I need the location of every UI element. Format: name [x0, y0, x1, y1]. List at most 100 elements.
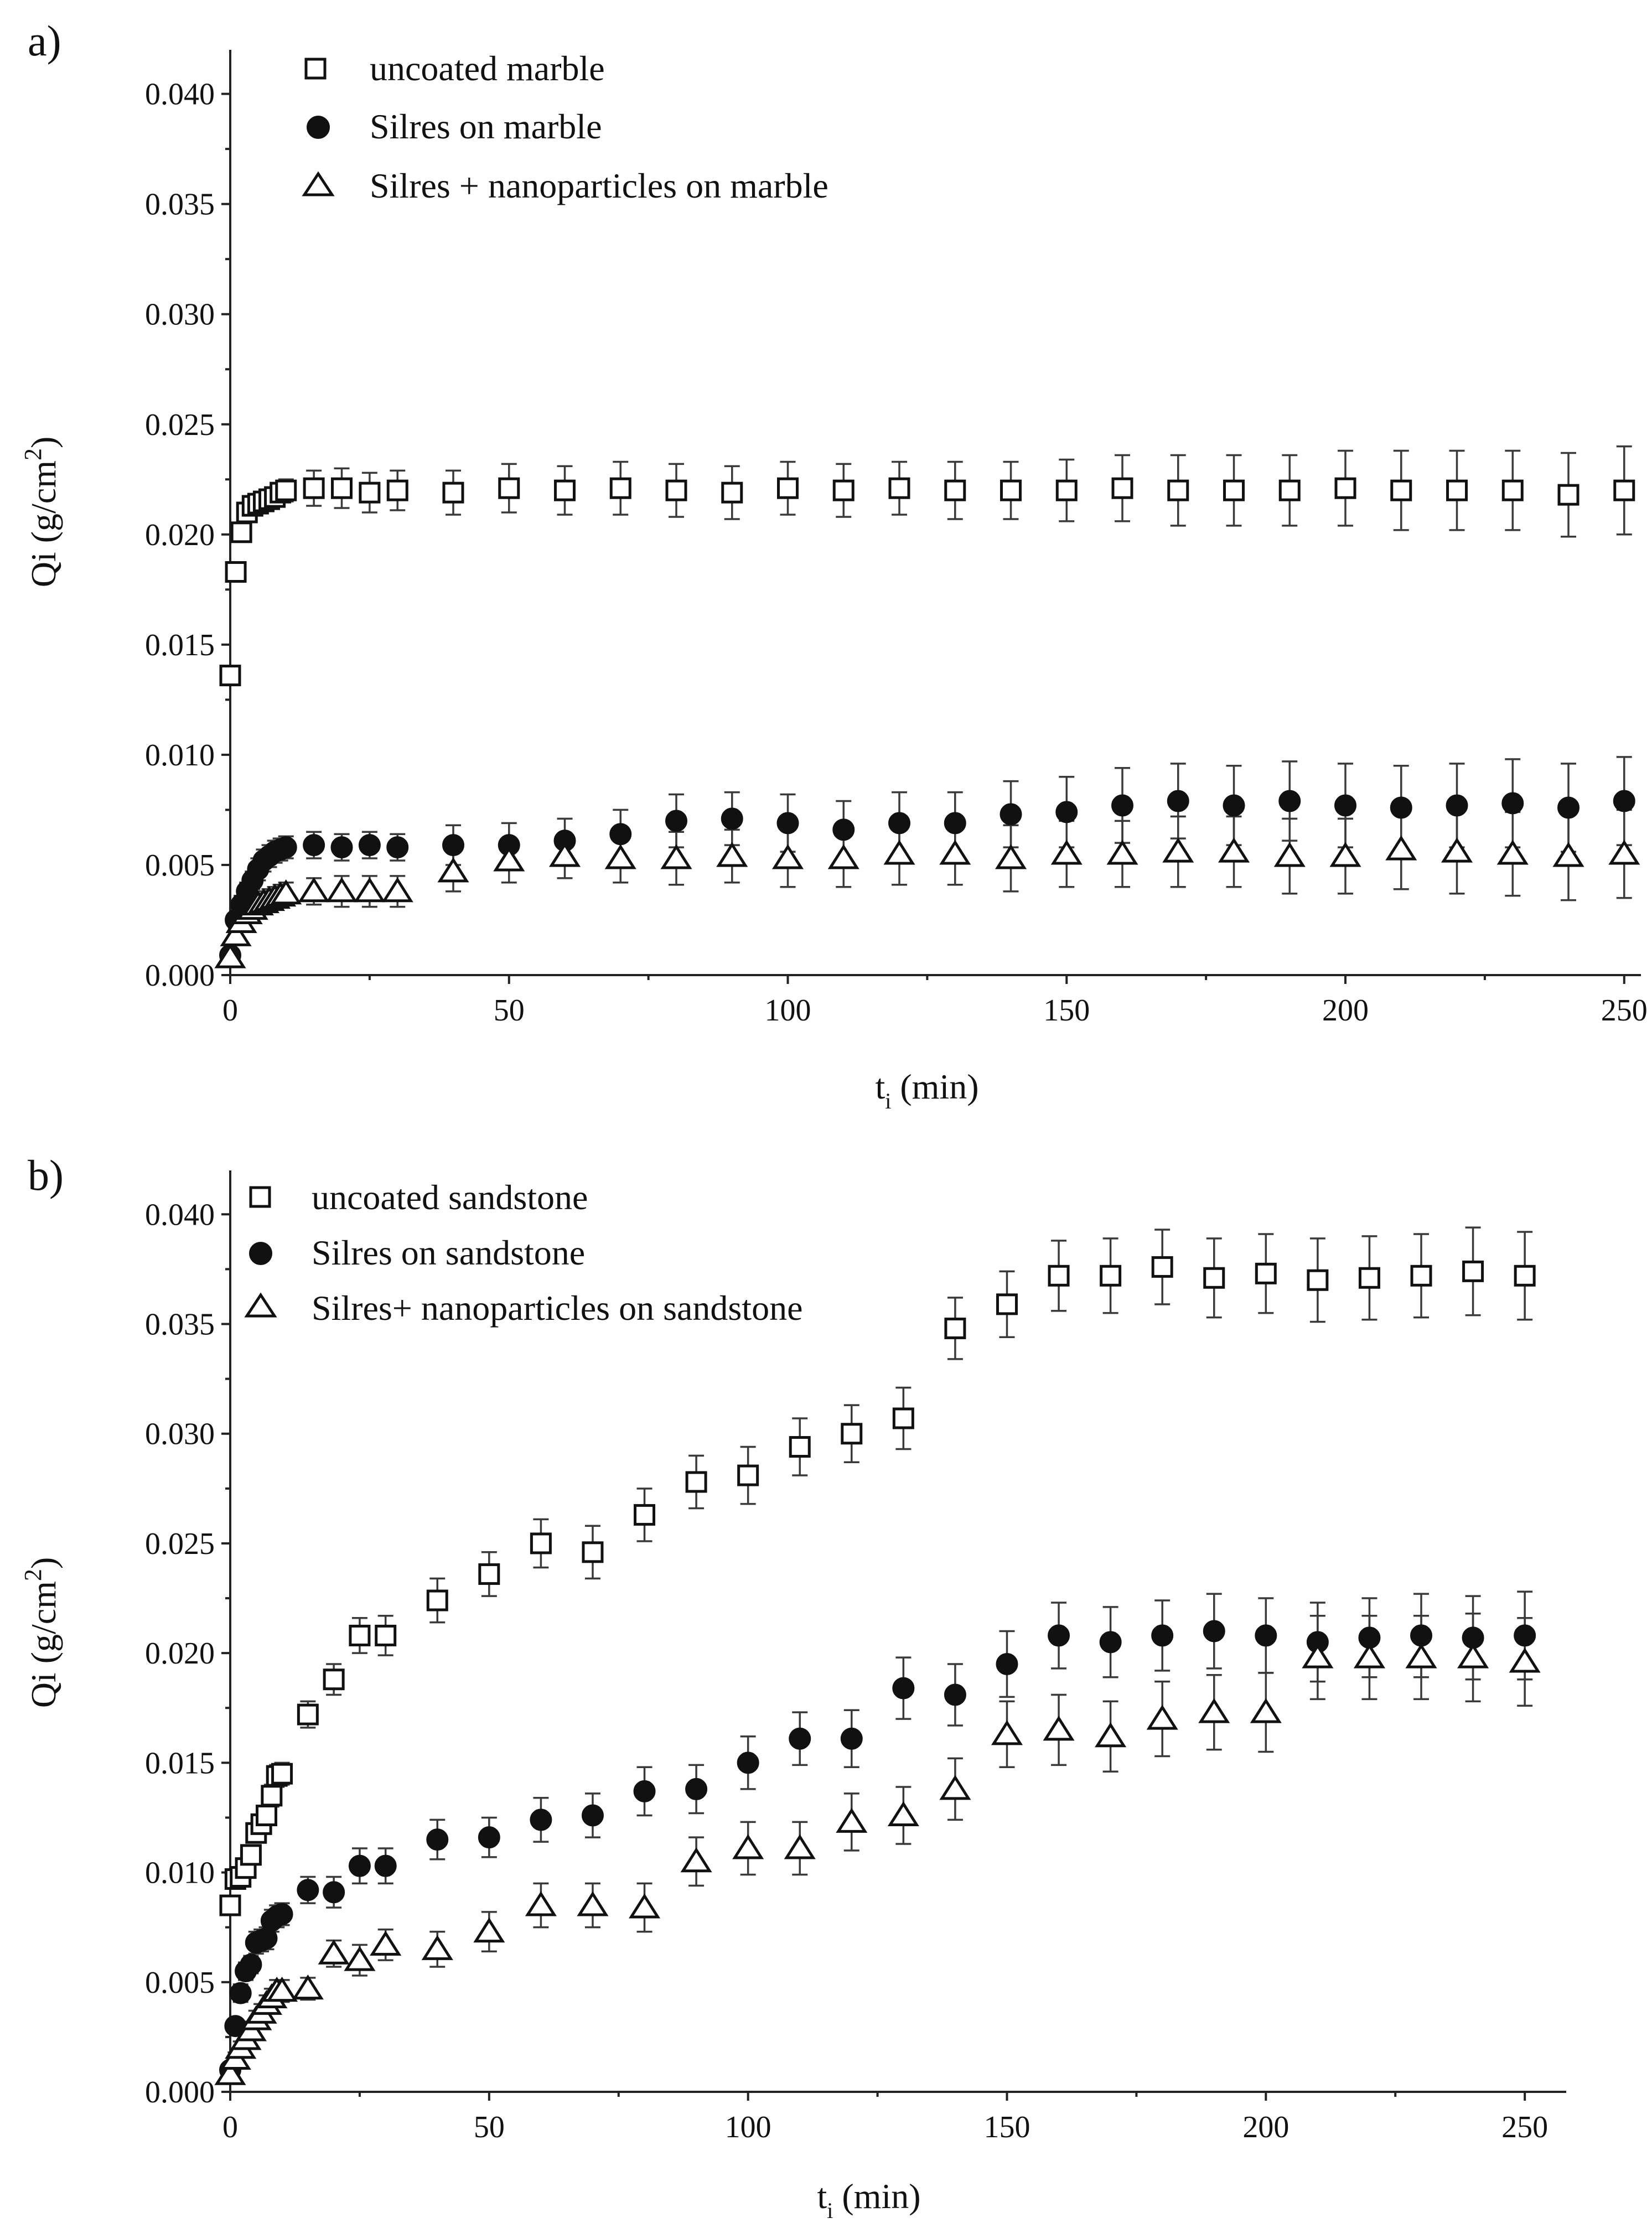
data-point-triangle — [525, 1891, 557, 1916]
data-point-triangle — [220, 921, 252, 946]
data-point-square — [255, 1805, 277, 1826]
panel-b-x-axis-label: ti (min) — [817, 2177, 920, 2223]
data-point-circle — [478, 1826, 500, 1849]
legend-item-silres-nano-marble: Silres + nanoparticles on marble — [302, 166, 828, 205]
panel-b-legend: uncoated sandstone Silres on sandstone S… — [244, 1178, 802, 1328]
data-point-square — [230, 521, 252, 543]
data-point-circle — [374, 1854, 397, 1877]
panel-b-y-label-end: ) — [24, 1557, 63, 1569]
legend-triangle-marker — [244, 1292, 277, 1318]
data-point-square — [554, 479, 576, 501]
data-point-circle — [832, 818, 855, 841]
data-point-square — [841, 1423, 863, 1445]
data-point-square — [944, 1317, 966, 1339]
data-point-circle — [944, 1683, 966, 1706]
x-tick-label: 250 — [1501, 2110, 1548, 2144]
data-point-circle — [358, 834, 381, 857]
data-point-square — [261, 1785, 283, 1807]
data-point-circle — [1278, 790, 1301, 812]
data-point-triangle — [1509, 1647, 1541, 1673]
data-point-triangle — [318, 1939, 350, 1965]
data-point-triangle — [1441, 837, 1473, 863]
data-point-circle — [1203, 1620, 1225, 1642]
x-tick-label: 250 — [1601, 993, 1648, 1028]
y-tick-label: 0.025 — [145, 408, 215, 442]
legend-label-silres-marble: Silres on marble — [370, 107, 602, 146]
panel-b-x-label-unit: (min) — [842, 2177, 920, 2216]
data-point-square — [1307, 1269, 1329, 1291]
panel-b-y-label-main: Qi (g/cm — [24, 1581, 63, 1708]
data-point-circle — [1390, 796, 1412, 819]
data-point-square — [530, 1532, 552, 1554]
data-point-circle — [1501, 792, 1524, 815]
y-tick-label: 0.025 — [145, 1527, 215, 1561]
panel-b-y-axis-label: Qi (g/cm2) — [19, 1557, 63, 1708]
data-point-square — [297, 1703, 319, 1725]
data-point-square — [1167, 479, 1189, 501]
data-point-square — [892, 1407, 914, 1429]
data-point-square — [789, 1436, 811, 1458]
data-point-square — [1557, 484, 1580, 506]
panel-a-x-label-main: t — [875, 1067, 885, 1106]
data-point-square — [1203, 1267, 1225, 1289]
data-point-circle — [1111, 794, 1134, 817]
data-point-circle — [426, 1828, 449, 1851]
y-tick-label: 0.035 — [145, 1308, 215, 1342]
data-point-triangle — [270, 879, 302, 905]
y-tick-label: 0.015 — [145, 1746, 215, 1780]
y-tick-label: 0.020 — [145, 518, 215, 552]
panel-a-marble: a) 0.0000.0050.0100.0150.0200.0250.0300.… — [19, 17, 1648, 1113]
legend-triangle-marker — [302, 171, 335, 196]
data-point-square — [478, 1563, 500, 1585]
data-point-circle — [888, 812, 911, 835]
data-point-circle — [789, 1727, 811, 1750]
y-tick-label: 0.040 — [145, 1198, 215, 1232]
data-point-circle — [297, 1879, 319, 1901]
data-point-triangle — [1043, 1716, 1075, 1741]
data-point-triangle — [628, 1893, 661, 1919]
data-point-triangle — [325, 877, 358, 903]
data-point-circle — [633, 1780, 656, 1802]
data-point-triangle — [716, 842, 748, 867]
panel-b-markers — [214, 1256, 1541, 2085]
data-point-triangle — [437, 857, 469, 883]
y-tick-label: 0.020 — [145, 1636, 215, 1671]
data-point-square — [303, 477, 325, 499]
data-point-square — [349, 1624, 371, 1646]
data-point-square — [609, 477, 631, 499]
data-point-square — [426, 1589, 448, 1611]
data-point-square — [225, 561, 247, 583]
data-point-triangle — [298, 877, 330, 903]
data-point-square — [1151, 1256, 1173, 1278]
data-point-triangle — [1250, 1698, 1282, 1723]
data-point-circle — [348, 1854, 371, 1877]
data-point-circle — [240, 1953, 262, 1976]
data-point-triangle — [604, 844, 636, 869]
y-tick-label: 0.040 — [145, 77, 215, 112]
data-point-circle — [229, 1982, 252, 2004]
data-point-triangle — [214, 2060, 246, 2085]
data-point-circle — [840, 1727, 863, 1750]
data-point-square — [386, 479, 408, 501]
data-point-circle — [944, 812, 966, 835]
data-point-square — [1334, 477, 1356, 499]
panel-a-y-ticks: 0.000 0.005 0.010 0.015 0.020 0.025 0.030 0.035… — [145, 77, 230, 993]
panel-b-x-label-sub: i — [827, 2198, 833, 2223]
data-point-square — [271, 1763, 293, 1785]
data-point-circle — [1514, 1624, 1536, 1647]
x-tick-label: 50 — [474, 2110, 505, 2144]
data-point-triangle — [473, 1917, 505, 1943]
data-point-square — [685, 1471, 707, 1493]
data-point-triangle — [1198, 1698, 1230, 1723]
data-point-triangle — [995, 844, 1027, 869]
panel-a-x-ticks: 0 50 100 150 200 250 — [222, 975, 1648, 1028]
data-point-triangle — [732, 1834, 764, 1859]
data-point-circle — [330, 836, 353, 859]
data-point-square — [1390, 479, 1412, 501]
data-point-circle — [1613, 790, 1635, 812]
x-tick-label: 50 — [494, 993, 525, 1028]
data-point-square — [888, 477, 910, 499]
data-point-square — [1278, 479, 1301, 501]
data-point-square — [275, 479, 297, 501]
